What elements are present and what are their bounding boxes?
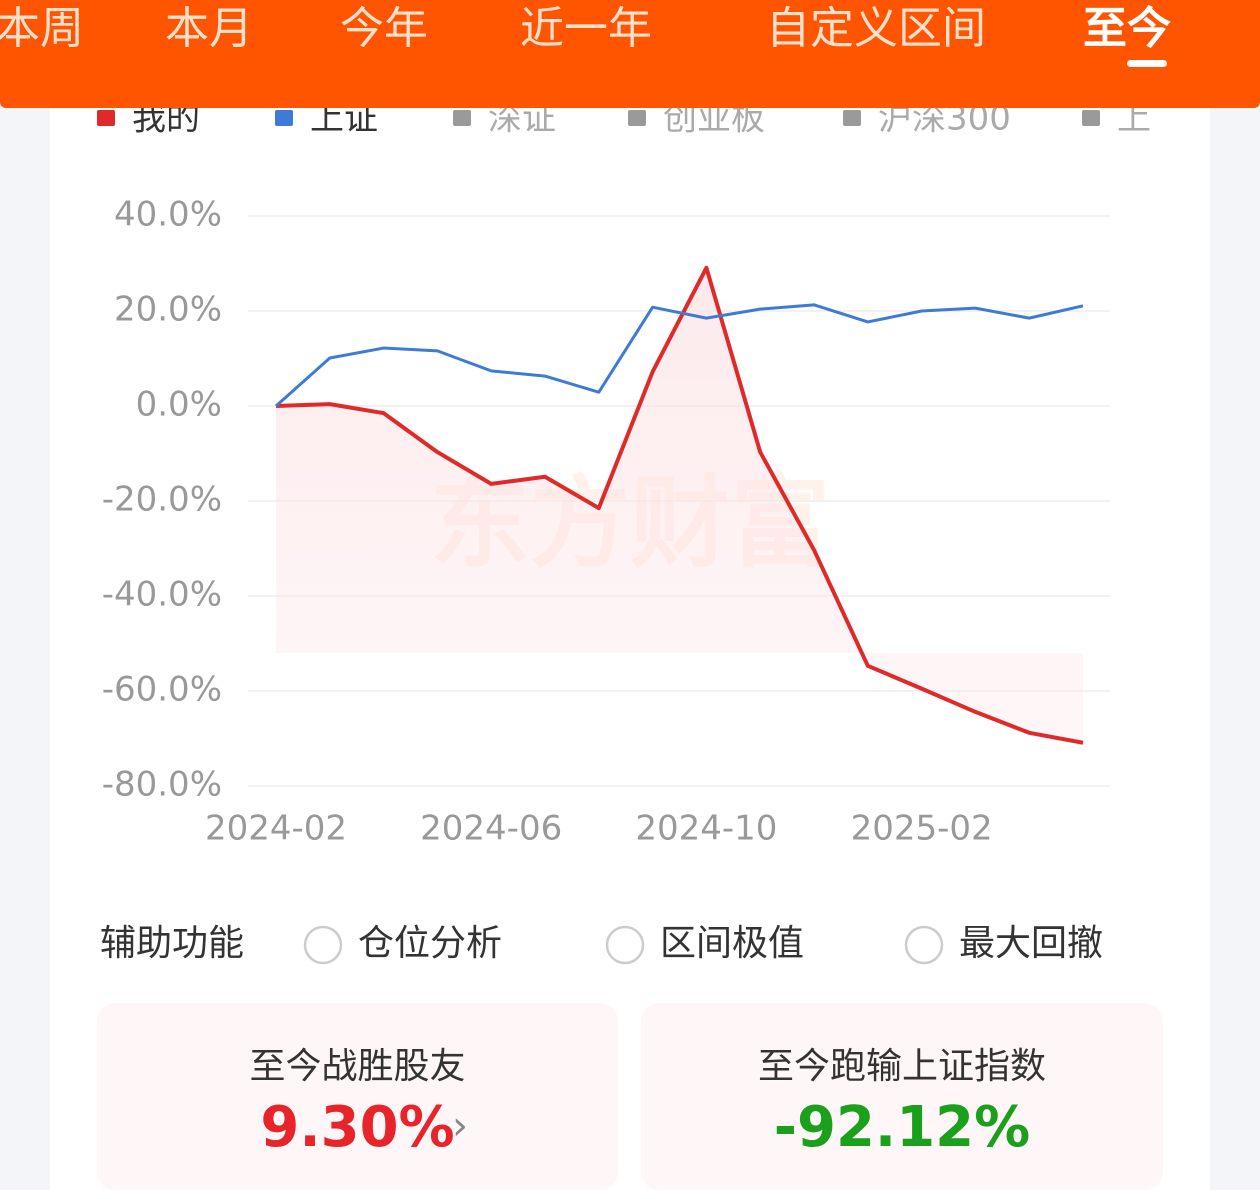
radio[interactable]: [605, 925, 645, 965]
tab[interactable]: 近一年: [520, 3, 652, 54]
legend-swatch[interactable]: [843, 110, 861, 126]
radio[interactable]: [303, 925, 343, 965]
radio[interactable]: [904, 925, 944, 965]
legend-swatch[interactable]: [453, 110, 471, 126]
tab[interactable]: 本月: [165, 3, 253, 54]
card-title: 至今战胜股友: [249, 1046, 466, 1087]
tools-label: 辅助功能: [100, 923, 244, 964]
card-title: 至今跑输上证指数: [757, 1046, 1046, 1087]
period-tabs: 本周 本月 今年 近一年 自定义区间 至今: [0, 0, 1260, 108]
active-indicator: [1127, 60, 1167, 67]
y-tick-label: 0.0%: [136, 385, 222, 425]
chevron: ›: [452, 1103, 468, 1149]
option-label[interactable]: 最大回撤: [959, 923, 1103, 964]
x-tick-label: 2025-02: [851, 809, 993, 849]
legend-swatch[interactable]: [97, 110, 115, 126]
option-label[interactable]: 区间极值: [660, 923, 804, 964]
card-value: 9.30%: [260, 1095, 455, 1160]
tab[interactable]: 自定义区间: [766, 3, 986, 54]
legend-swatch[interactable]: [275, 110, 293, 126]
x-tick-label: 2024-10: [635, 809, 777, 849]
option-label[interactable]: 仓位分析: [358, 923, 502, 964]
line: [275, 303, 1084, 408]
y-tick-label: -20.0%: [102, 480, 222, 520]
area: [276, 267, 1083, 743]
y-tick-label: -40.0%: [102, 575, 222, 615]
tab[interactable]: 至今: [1083, 3, 1171, 54]
card[interactable]: 至今战胜股友 9.30% ›: [97, 1003, 618, 1190]
x-tick-label: 2024-06: [420, 809, 562, 849]
legend-swatch[interactable]: [628, 110, 646, 126]
y-tick-label: -80.0%: [102, 765, 222, 805]
tab[interactable]: 今年: [340, 3, 428, 54]
y-tick-label: 20.0%: [114, 290, 222, 330]
tab[interactable]: 本周: [0, 3, 84, 54]
y-tick-label: 40.0%: [114, 195, 222, 235]
y-tick-label: -60.0%: [102, 670, 222, 710]
line: [275, 265, 1084, 745]
x-tick-label: 2024-02: [205, 809, 347, 849]
legend-swatch[interactable]: [1082, 110, 1100, 126]
card: 至今跑输上证指数 -92.12%: [641, 1003, 1163, 1190]
card-value: -92.12%: [773, 1095, 1031, 1160]
